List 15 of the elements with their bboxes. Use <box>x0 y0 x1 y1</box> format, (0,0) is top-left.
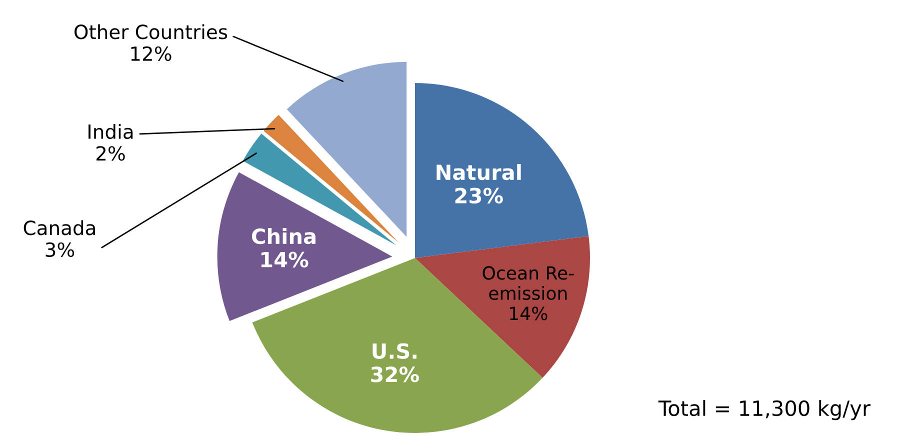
data-label: 2% <box>96 146 125 161</box>
data-label: 23% <box>455 188 503 204</box>
slice-label: China <box>252 228 316 244</box>
slice-label: U.S. <box>372 343 416 359</box>
slice-label: Other Countries <box>74 24 228 40</box>
text: Total = 11,300 kg/yr <box>658 400 871 420</box>
data-label: 14% <box>261 252 308 268</box>
data-label: 14% <box>510 306 548 320</box>
data-label: 12% <box>131 46 172 62</box>
data-label: 32% <box>371 366 419 382</box>
data-label: 3% <box>46 242 74 258</box>
slice-label: Canada <box>24 220 95 236</box>
slice-label: Natural <box>436 164 521 180</box>
slice-label: India <box>88 124 133 140</box>
slice-label: Ocean Re-emission <box>482 266 574 300</box>
